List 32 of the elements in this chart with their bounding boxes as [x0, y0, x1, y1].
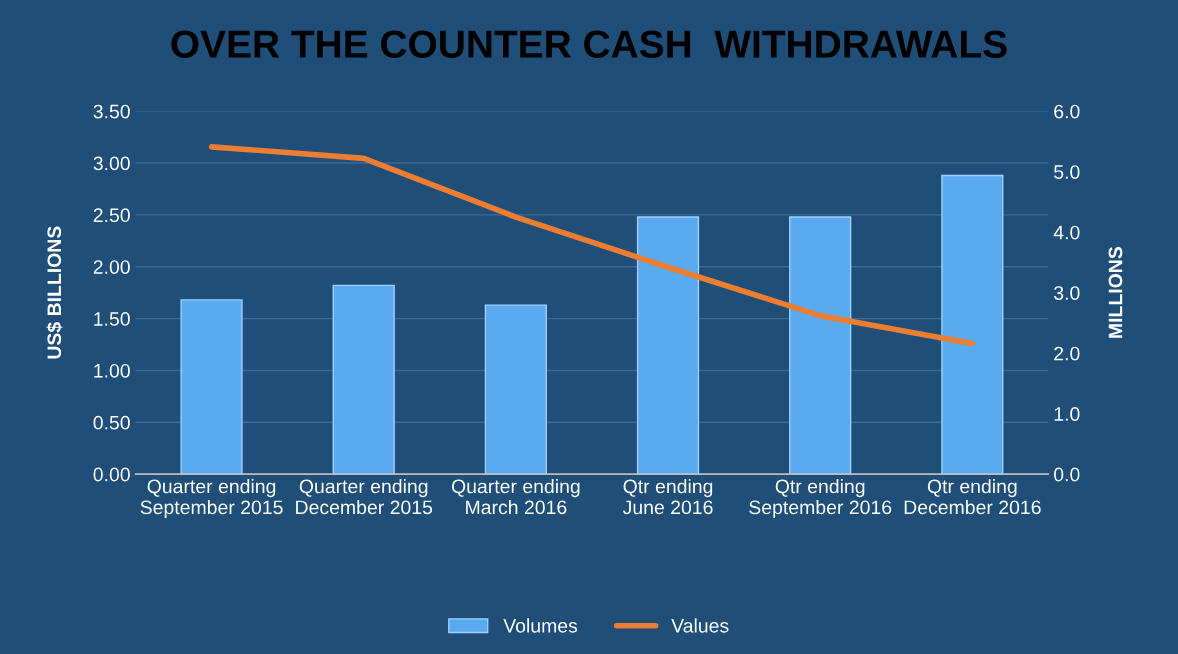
y2-tick-label: 0.0: [1054, 467, 1080, 482]
bar: [789, 216, 852, 475]
y-tick-label: 0.00: [93, 467, 130, 482]
bar: [180, 299, 243, 475]
y2-tick-label: 3.0: [1054, 286, 1080, 300]
chart-title: OVER THE COUNTER CASH WITHDRAWALS: [171, 30, 1007, 58]
y-tick-label: 2.00: [93, 260, 130, 274]
x-tick-label: Quarter ending December 2015: [296, 479, 433, 515]
y2-tick-label: 6.0: [1054, 104, 1080, 119]
y-tick-label: 2.50: [93, 208, 130, 223]
bar: [332, 284, 395, 475]
y-tick-label: 1.50: [94, 312, 130, 326]
x-tick-label: Quarter ending September 2015: [140, 479, 283, 519]
y2-tick-label: 2.0: [1054, 346, 1080, 361]
y2-tick-label: 1.0: [1054, 407, 1080, 421]
legend-label: Volumes: [503, 618, 578, 633]
y-axis-title: US$ BILLIONS: [46, 226, 63, 359]
x-tick-label: Quarter ending March 2016: [451, 479, 580, 515]
bar: [941, 174, 1004, 475]
y-tick-label: 3.00: [93, 156, 130, 171]
y2-axis-title: MILLIONS: [1108, 246, 1123, 338]
x-tick-label: Qtr ending June 2016: [622, 479, 713, 515]
y-tick-label: 1.00: [94, 363, 130, 378]
x-tick-label: Qtr ending December 2016: [904, 479, 1041, 515]
bar: [636, 216, 700, 475]
y-tick-label: 0.50: [93, 415, 130, 430]
y2-tick-label: 5.0: [1054, 165, 1080, 179]
y-tick-label: 3.50: [93, 104, 130, 119]
bar: [484, 304, 547, 475]
x-tick-label: Qtr ending September 2016: [749, 479, 892, 519]
legend-label: Values: [671, 618, 729, 633]
y2-tick-label: 4.0: [1053, 225, 1080, 240]
